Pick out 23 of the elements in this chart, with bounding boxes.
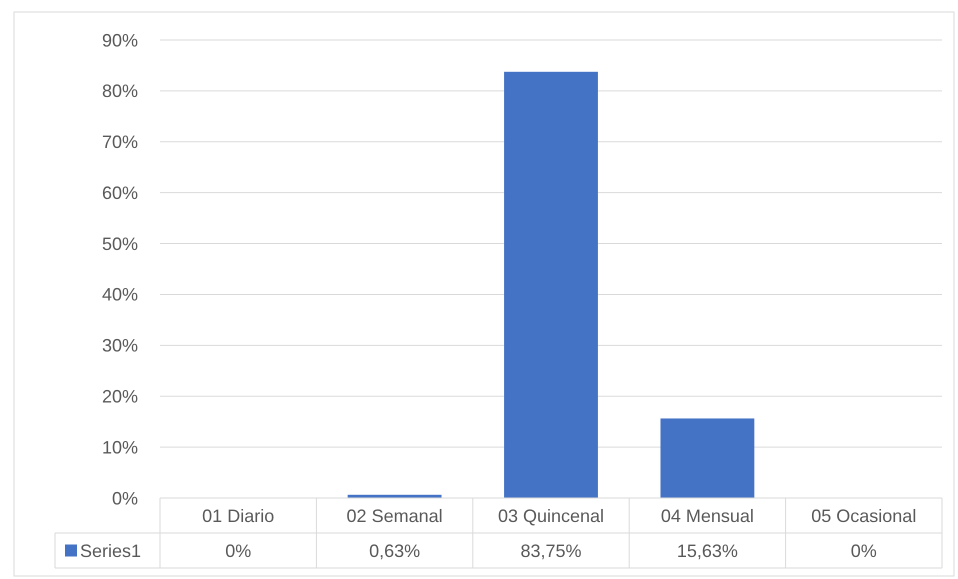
data-label: 15,63% bbox=[676, 540, 738, 561]
x-tick-label: 03 Quincenal bbox=[498, 506, 604, 526]
x-tick-label: 02 Semanal bbox=[346, 506, 443, 526]
legend-label: Series1 bbox=[80, 540, 142, 561]
bar bbox=[660, 418, 754, 498]
y-tick-label: 70% bbox=[102, 132, 138, 152]
y-tick-label: 80% bbox=[102, 81, 138, 102]
y-tick-label: 20% bbox=[102, 386, 138, 407]
y-tick-label: 0% bbox=[112, 488, 138, 508]
data-label: 83,75% bbox=[520, 540, 582, 561]
data-label: 0% bbox=[225, 540, 252, 561]
x-tick-label: 05 Ocasional bbox=[811, 506, 916, 526]
y-tick-label: 10% bbox=[102, 437, 138, 458]
y-tick-label: 30% bbox=[102, 336, 138, 356]
data-label: 0,63% bbox=[369, 540, 420, 561]
bar bbox=[504, 72, 598, 498]
y-tick-label: 40% bbox=[102, 284, 138, 305]
x-tick-label: 04 Mensual bbox=[660, 506, 754, 526]
data-label: 0% bbox=[850, 540, 877, 561]
y-tick-label: 50% bbox=[102, 234, 138, 254]
y-tick-label: 60% bbox=[102, 182, 138, 203]
y-tick-label: 90% bbox=[102, 30, 138, 50]
x-tick-label: 01 Diario bbox=[202, 506, 274, 526]
